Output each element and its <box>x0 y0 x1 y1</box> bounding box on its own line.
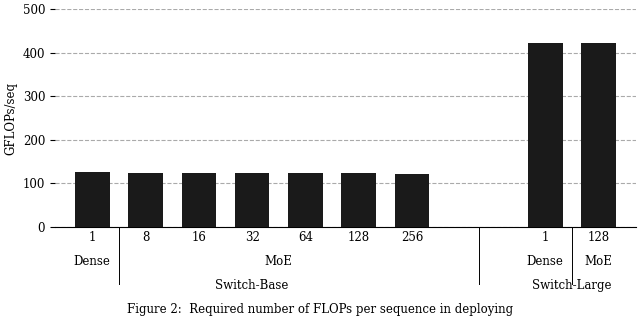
Bar <box>128 173 163 227</box>
Text: Dense: Dense <box>74 255 111 268</box>
Bar <box>581 43 616 227</box>
Text: Figure 2:  Required number of FLOPs per sequence in deploying: Figure 2: Required number of FLOPs per s… <box>127 303 513 316</box>
Bar <box>235 173 269 227</box>
Y-axis label: GFLOPs/seq: GFLOPs/seq <box>4 82 17 154</box>
Bar <box>341 173 376 227</box>
Text: MoE: MoE <box>265 255 292 268</box>
Text: Switch-Large: Switch-Large <box>532 279 612 292</box>
Bar <box>182 173 216 227</box>
Bar <box>528 43 563 227</box>
Text: MoE: MoE <box>584 255 612 268</box>
Text: Switch-Base: Switch-Base <box>216 279 289 292</box>
Bar <box>288 173 323 227</box>
Bar <box>75 172 109 227</box>
Bar <box>395 174 429 227</box>
Text: Dense: Dense <box>527 255 564 268</box>
